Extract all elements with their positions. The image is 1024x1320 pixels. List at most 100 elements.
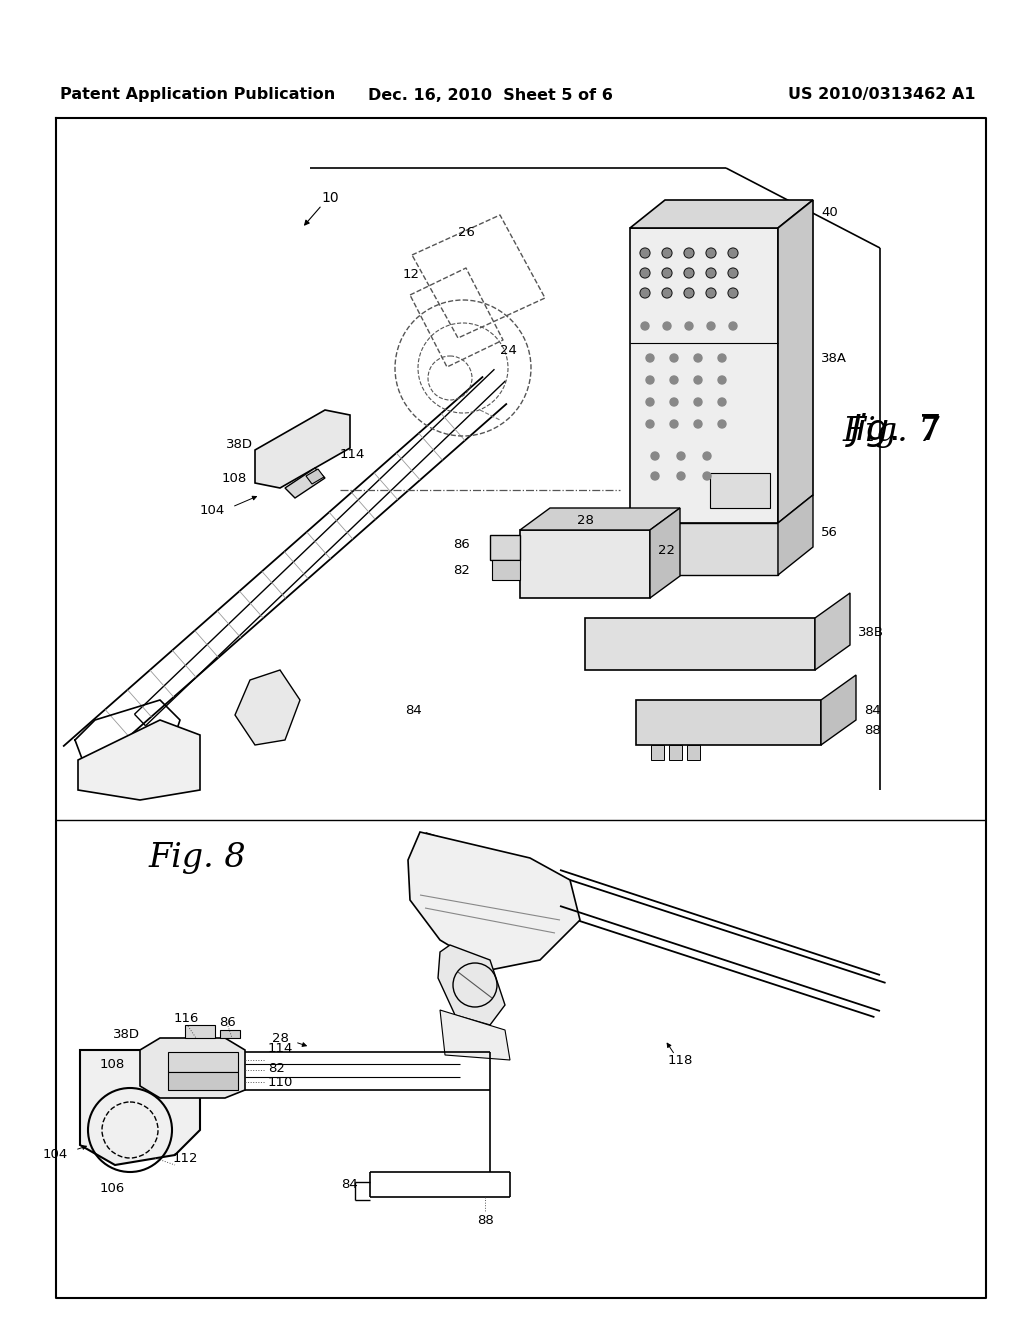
Circle shape: [694, 420, 702, 428]
Polygon shape: [821, 675, 856, 744]
Circle shape: [651, 473, 659, 480]
Circle shape: [662, 288, 672, 298]
Circle shape: [728, 288, 738, 298]
Circle shape: [706, 268, 716, 279]
Polygon shape: [140, 1038, 245, 1098]
Polygon shape: [630, 228, 778, 523]
Polygon shape: [168, 1052, 238, 1072]
Circle shape: [728, 268, 738, 279]
Text: US 2010/0313462 A1: US 2010/0313462 A1: [787, 87, 975, 103]
Text: 104: 104: [43, 1148, 68, 1162]
Text: 110: 110: [268, 1076, 293, 1089]
Polygon shape: [710, 473, 770, 508]
Circle shape: [646, 420, 654, 428]
Circle shape: [663, 322, 671, 330]
Circle shape: [646, 376, 654, 384]
Text: 104: 104: [200, 503, 225, 516]
Circle shape: [694, 399, 702, 407]
Text: 38D: 38D: [113, 1028, 140, 1041]
Polygon shape: [585, 618, 815, 671]
Circle shape: [677, 473, 685, 480]
Text: 114: 114: [268, 1041, 293, 1055]
Text: 106: 106: [100, 1181, 125, 1195]
Polygon shape: [220, 1030, 240, 1038]
Polygon shape: [78, 719, 200, 800]
Polygon shape: [490, 535, 520, 560]
Text: 38D: 38D: [226, 438, 253, 451]
Circle shape: [646, 354, 654, 362]
Polygon shape: [80, 1049, 200, 1166]
Circle shape: [718, 354, 726, 362]
Polygon shape: [630, 201, 813, 228]
Text: 38B: 38B: [858, 627, 884, 639]
Text: 38A: 38A: [821, 351, 847, 364]
Text: 86: 86: [219, 1015, 237, 1028]
Polygon shape: [492, 560, 520, 579]
Circle shape: [640, 248, 650, 257]
Text: 12: 12: [403, 268, 420, 281]
Circle shape: [706, 288, 716, 298]
Polygon shape: [285, 469, 325, 498]
Polygon shape: [440, 1010, 510, 1060]
Text: 28: 28: [271, 1031, 289, 1044]
Circle shape: [640, 288, 650, 298]
Circle shape: [718, 376, 726, 384]
Polygon shape: [778, 495, 813, 576]
Text: 40: 40: [821, 206, 838, 219]
Circle shape: [662, 248, 672, 257]
Circle shape: [662, 268, 672, 279]
Polygon shape: [168, 1072, 238, 1090]
Text: 84: 84: [406, 704, 422, 717]
Polygon shape: [234, 671, 300, 744]
Circle shape: [670, 376, 678, 384]
Polygon shape: [255, 411, 350, 488]
Polygon shape: [630, 523, 778, 576]
Circle shape: [646, 399, 654, 407]
Text: 116: 116: [173, 1011, 199, 1024]
Text: 108: 108: [99, 1059, 125, 1072]
Circle shape: [694, 354, 702, 362]
Text: 10: 10: [322, 191, 339, 205]
Text: $\mathit{J\!ig.\ 7}$: $\mathit{J\!ig.\ 7}$: [845, 411, 941, 449]
Polygon shape: [651, 744, 664, 760]
Text: Patent Application Publication: Patent Application Publication: [60, 87, 335, 103]
Text: 108: 108: [222, 471, 247, 484]
Circle shape: [684, 288, 694, 298]
Circle shape: [707, 322, 715, 330]
Circle shape: [651, 451, 659, 459]
Polygon shape: [687, 744, 700, 760]
Text: 84: 84: [864, 704, 881, 717]
Text: Dec. 16, 2010  Sheet 5 of 6: Dec. 16, 2010 Sheet 5 of 6: [368, 87, 612, 103]
Text: 82: 82: [454, 564, 470, 577]
Circle shape: [640, 268, 650, 279]
Polygon shape: [778, 201, 813, 523]
Text: 82: 82: [268, 1061, 285, 1074]
Text: 88: 88: [864, 723, 881, 737]
Circle shape: [718, 399, 726, 407]
Text: 114: 114: [340, 449, 366, 462]
Text: Fig. 7: Fig. 7: [843, 416, 941, 447]
Polygon shape: [650, 508, 680, 598]
Polygon shape: [185, 1026, 215, 1038]
Circle shape: [706, 248, 716, 257]
Circle shape: [670, 420, 678, 428]
Polygon shape: [815, 593, 850, 671]
Circle shape: [670, 354, 678, 362]
Circle shape: [684, 248, 694, 257]
Circle shape: [703, 473, 711, 480]
Polygon shape: [636, 700, 821, 744]
Circle shape: [694, 376, 702, 384]
Circle shape: [718, 420, 726, 428]
Text: 88: 88: [476, 1213, 494, 1226]
Circle shape: [685, 322, 693, 330]
Circle shape: [729, 322, 737, 330]
Polygon shape: [306, 469, 324, 484]
Text: 28: 28: [577, 513, 594, 527]
Circle shape: [670, 399, 678, 407]
Polygon shape: [408, 832, 580, 970]
Text: 118: 118: [668, 1053, 692, 1067]
Text: 56: 56: [821, 527, 838, 540]
Text: 86: 86: [454, 539, 470, 552]
Circle shape: [728, 248, 738, 257]
Circle shape: [677, 451, 685, 459]
